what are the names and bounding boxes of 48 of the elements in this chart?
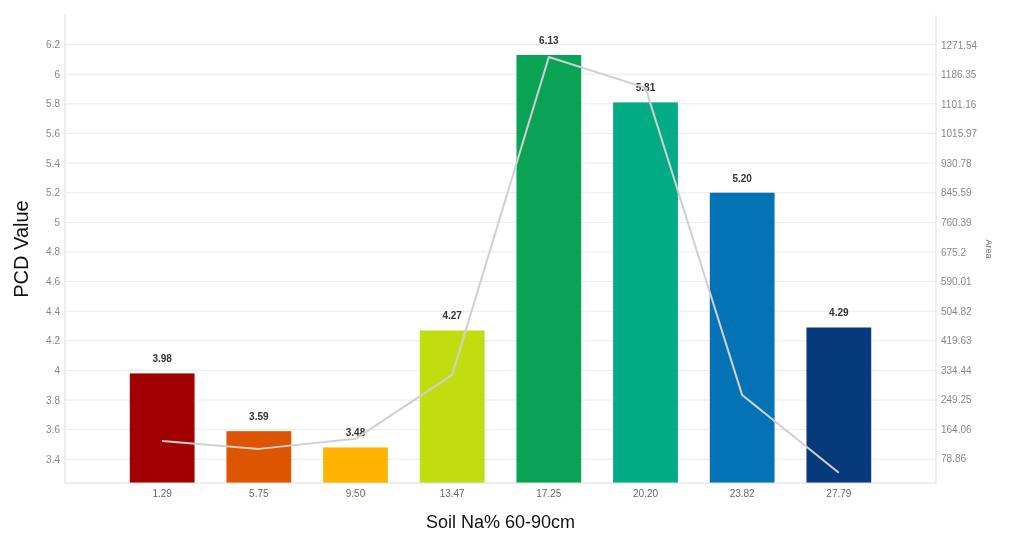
- x-tick-label: 20.20: [632, 488, 659, 499]
- y-tick-label: 4.2: [46, 335, 61, 347]
- y-tick-label: 5: [54, 216, 61, 228]
- y2-tick-label: 760.39: [941, 216, 973, 228]
- data-label: 6.13: [539, 34, 559, 46]
- y2-tick-label: 930.78: [941, 157, 973, 169]
- y-tick-label: 3.8: [46, 394, 61, 406]
- y2-tick-label: 1186.35: [941, 69, 977, 81]
- y2-tick-label: 419.63: [941, 335, 973, 347]
- y-tick-label: 5.6: [46, 127, 61, 139]
- y2-tick-label: 1271.54: [941, 39, 978, 51]
- y2-tick-label: 504.82: [941, 305, 973, 317]
- y2-tick-label: 590.01: [941, 276, 973, 288]
- data-label: 4.29: [829, 307, 850, 319]
- y2-tick-label: 1101.16: [941, 98, 977, 110]
- data-label: 3.98: [152, 353, 173, 365]
- y-tick-label: 4.4: [46, 305, 61, 317]
- y-tick-label: 3.6: [46, 424, 61, 436]
- y-tick-label: 6.2: [46, 39, 61, 51]
- x-tick-label: 27.79: [826, 488, 852, 499]
- y-tick-label: 4.6: [46, 276, 61, 288]
- y2-tick-label: 78.86: [941, 453, 967, 465]
- y-tick-label: 4.8: [46, 246, 61, 258]
- y2-tick-label: 1015.97: [941, 128, 978, 140]
- data-label: 4.27: [442, 310, 463, 322]
- x-tick-label: 1.29: [152, 488, 173, 499]
- y-tick-label: 3.4: [46, 453, 61, 465]
- data-label: 3.48: [345, 427, 366, 439]
- x-tick-label: 17.25: [536, 488, 562, 499]
- y2-tick-label: 675.2: [941, 246, 967, 258]
- y2-tick-label: 164.06: [941, 423, 973, 435]
- data-label: 5.20: [732, 172, 753, 184]
- y-axis-title: PCD Value: [10, 200, 32, 298]
- y2-axis-title: Area: [984, 239, 994, 259]
- y2-tick-label: 249.25: [941, 394, 973, 406]
- x-tick-label: 5.75: [249, 488, 269, 499]
- y-tick-label: 4: [54, 364, 61, 376]
- y-tick-label: 5.8: [46, 98, 61, 110]
- x-tick-label: 13.47: [439, 488, 466, 499]
- y2-tick-label: 334.44: [941, 364, 973, 376]
- x-tick-label: 23.82: [729, 488, 756, 499]
- data-label: 3.59: [249, 411, 269, 423]
- x-tick-label: 9.50: [345, 488, 366, 499]
- y-tick-label: 5.2: [46, 187, 61, 199]
- x-axis-title: Soil Na% 60-90cm: [425, 512, 576, 532]
- y2-tick-label: 845.59: [941, 187, 973, 199]
- y-tick-label: 6: [54, 68, 61, 80]
- y-tick-label: 5.4: [46, 157, 61, 169]
